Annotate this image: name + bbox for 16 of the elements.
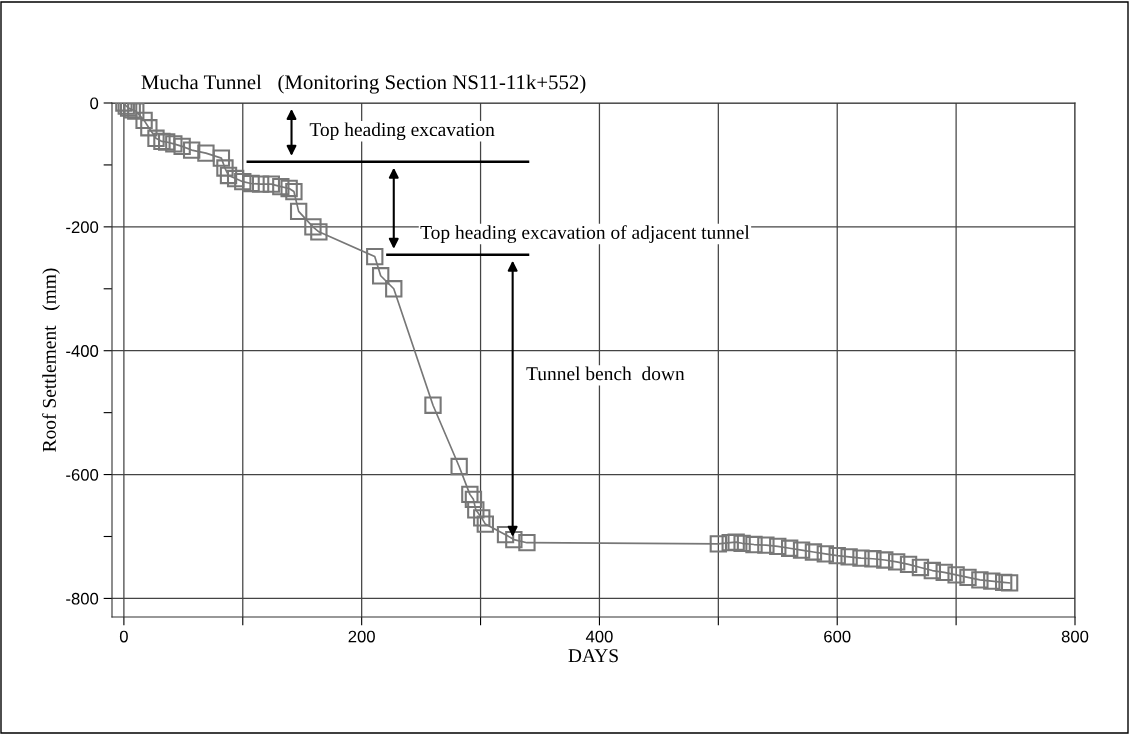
annotation: Top heading excavation of adjacent tunnel xyxy=(420,225,750,244)
x-tick-label: 400 xyxy=(585,630,613,643)
y-tick-label: -400 xyxy=(66,345,99,357)
chart-title: Mucha Tunnel (Monitoring Section NS11-11k+552) xyxy=(141,74,586,94)
y-tick-label: -600 xyxy=(66,468,99,481)
x-tick-label: 600 xyxy=(824,630,851,643)
annotation: Tunnel bench down xyxy=(526,366,685,381)
x-tick-label: 0 xyxy=(119,630,128,643)
y-tick-label: 0 xyxy=(90,97,99,110)
annotation: Top heading excavation xyxy=(309,122,495,141)
x-tick-label: 200 xyxy=(348,630,375,643)
x-axis-title: DAYS xyxy=(568,649,618,663)
y-axis-title: Roof Settlement (mm) xyxy=(42,268,60,452)
y-tick-label: -800 xyxy=(66,592,99,605)
y-tick-label: -200 xyxy=(66,221,99,234)
x-tick-label: 800 xyxy=(1061,630,1089,643)
